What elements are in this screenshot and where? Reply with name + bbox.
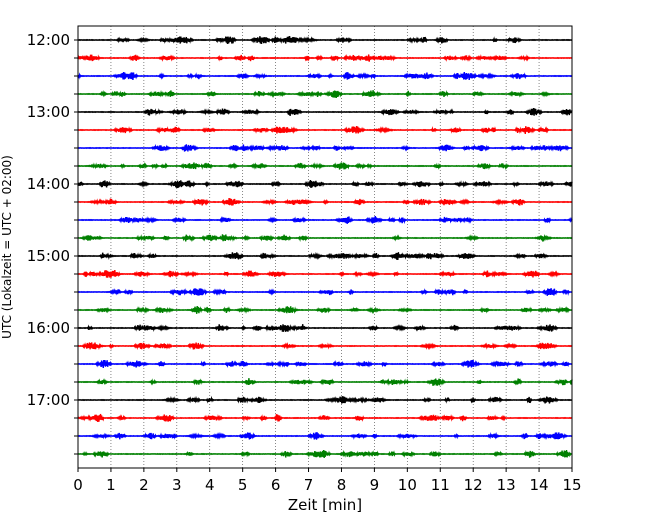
- x-tick-label: 14: [530, 476, 549, 494]
- x-tick-label: 10: [398, 476, 417, 494]
- y-tick-label: 13:00: [27, 103, 70, 121]
- trace-1630: [77, 359, 573, 369]
- y-tick-label: 17:00: [27, 391, 70, 409]
- x-tick-label: 2: [139, 476, 149, 494]
- trace-1445: [77, 234, 573, 243]
- plot-frame: [77, 25, 573, 469]
- x-tick-label: 4: [205, 476, 215, 494]
- trace-1300: [77, 107, 573, 116]
- y-tick-label: 14:00: [27, 175, 70, 193]
- x-tick-label: 9: [370, 476, 380, 494]
- x-tick-label: 11: [431, 476, 450, 494]
- trace-1430: [77, 216, 573, 225]
- trace-1615: [77, 342, 573, 351]
- y-tick-label: 15:00: [27, 247, 70, 265]
- y-axis-label: UTC (Lokalzeit = UTC + 02:00): [0, 155, 14, 339]
- x-tick-label: 7: [304, 476, 314, 494]
- x-axis-ticks: 0 1 2 3 4 5 6 7 8 9 10 11 12 13 14 15: [73, 468, 582, 494]
- trace-1315: [77, 126, 573, 134]
- trace-1345: [77, 161, 573, 171]
- trace-1215: [77, 53, 573, 62]
- trace-1600: [77, 324, 573, 333]
- y-axis-ticks: 12:00 13:00 14:00 15:00 16:00 17:00: [27, 31, 78, 455]
- trace-1230: [77, 71, 573, 81]
- trace-1545: [77, 306, 573, 315]
- trace-1645: [77, 378, 573, 386]
- x-tick-label: 8: [337, 476, 347, 494]
- x-axis-label: Zeit [min]: [288, 496, 362, 514]
- trace-1415: [77, 198, 573, 206]
- trace-1730: [77, 432, 573, 440]
- x-tick-label: 3: [172, 476, 182, 494]
- trace-1715: [77, 413, 573, 422]
- x-tick-label: 6: [271, 476, 281, 494]
- trace-1245: [77, 90, 573, 98]
- trace-1500: [77, 251, 573, 261]
- y-tick-label: 12:00: [27, 31, 70, 49]
- x-tick-label: 15: [562, 476, 581, 494]
- x-tick-label: 12: [464, 476, 483, 494]
- trace-1700: [77, 395, 573, 404]
- trace-1200: [77, 36, 573, 45]
- seismic-traces: [77, 36, 573, 458]
- x-tick-label: 13: [497, 476, 516, 494]
- trace-1530: [77, 288, 573, 296]
- trace-1515: [77, 270, 573, 278]
- x-tick-label: 0: [73, 476, 83, 494]
- x-tick-label: 5: [238, 476, 248, 494]
- trace-1400: [77, 180, 573, 189]
- x-tick-label: 1: [106, 476, 116, 494]
- trace-1745: [77, 449, 573, 458]
- plot-background: [78, 26, 572, 468]
- trace-1330: [77, 143, 573, 152]
- y-tick-label: 16:00: [27, 319, 70, 337]
